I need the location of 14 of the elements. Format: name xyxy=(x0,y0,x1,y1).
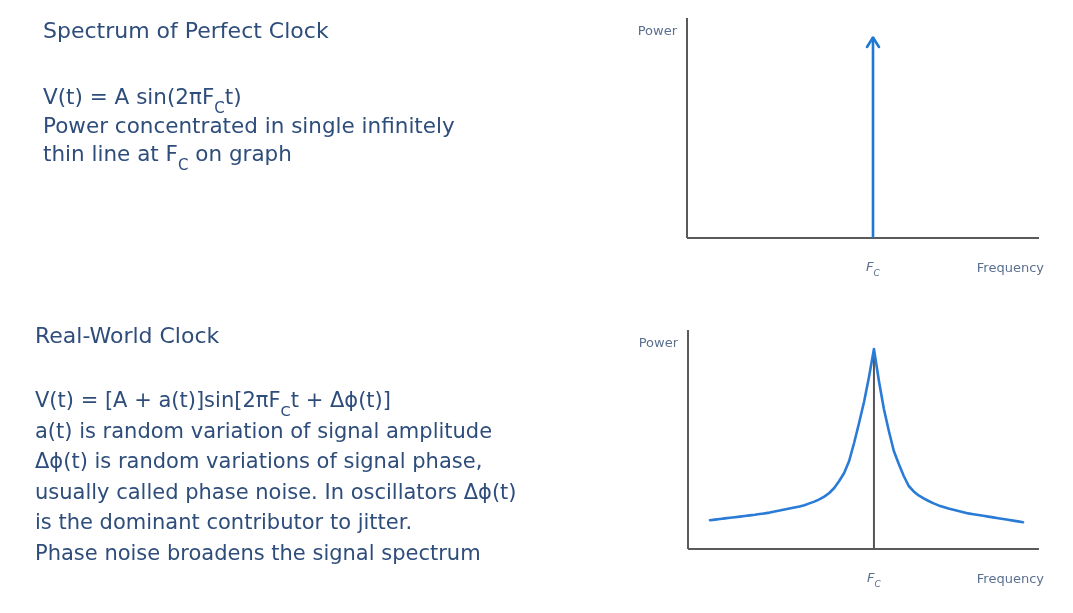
text: Spectrum of Perfect Clock xyxy=(43,18,329,43)
y-axis-title: Power xyxy=(638,335,679,350)
x-axis-title: Frequency xyxy=(976,260,1045,275)
text: Phase noise broadens the signal spectrum xyxy=(35,540,481,565)
text: Real-World Clock xyxy=(35,323,220,348)
text: a(t) is random variation of signal amplitude xyxy=(35,418,493,443)
y-axis-title: Power xyxy=(637,23,678,38)
x-axis-title: Frequency xyxy=(976,571,1045,586)
text: is the dominant contributor to jitter. xyxy=(35,510,413,534)
text: V(t) = [A + a(t)]sin[2πF$_{C}$t + Δϕ(t)] xyxy=(35,388,391,419)
text: thin line at F$_{C}$ on graph xyxy=(43,141,292,174)
text: F$_{C}$ xyxy=(867,570,882,589)
text: Δϕ(t) is random variations of signal phase, xyxy=(35,449,483,473)
text: usually called phase noise. In oscillators Δϕ(t) xyxy=(35,479,517,504)
